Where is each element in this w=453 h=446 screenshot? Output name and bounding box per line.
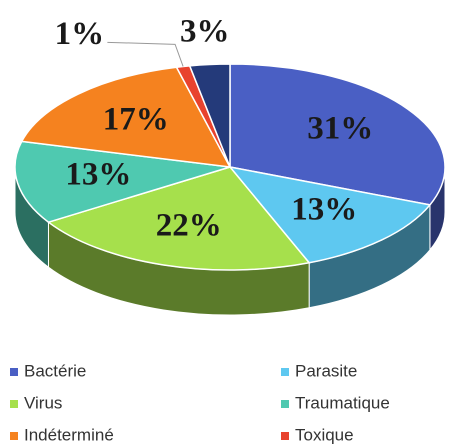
legend-label: Toxique xyxy=(295,425,354,444)
legend-label: Indéterminé xyxy=(24,425,114,444)
data-label: 3% xyxy=(180,13,230,49)
legend-swatch xyxy=(281,368,289,376)
data-label: 22% xyxy=(156,207,222,243)
pie-slice xyxy=(46,166,311,271)
data-label: 31% xyxy=(307,111,373,147)
legend-label: Virus xyxy=(24,393,62,412)
pie-slice xyxy=(14,140,231,224)
legend-label: Bactérie xyxy=(24,361,86,380)
data-label: 17% xyxy=(103,101,169,137)
pie-slice xyxy=(228,165,432,264)
data-label: 13% xyxy=(291,192,357,228)
legend-swatch xyxy=(281,432,289,440)
legend-label: Parasite xyxy=(295,361,357,380)
legend-swatch xyxy=(281,400,289,408)
pie-slice xyxy=(229,63,446,206)
legend-swatch xyxy=(10,400,18,408)
leader-line xyxy=(107,41,184,67)
legend-swatch xyxy=(10,432,18,440)
pie-slice xyxy=(20,66,232,168)
legend-swatch xyxy=(10,368,18,376)
data-label: 13% xyxy=(65,157,131,193)
data-label: 1% xyxy=(55,16,105,52)
legend-label: Traumatique xyxy=(295,393,390,412)
pie-slice xyxy=(188,63,231,168)
